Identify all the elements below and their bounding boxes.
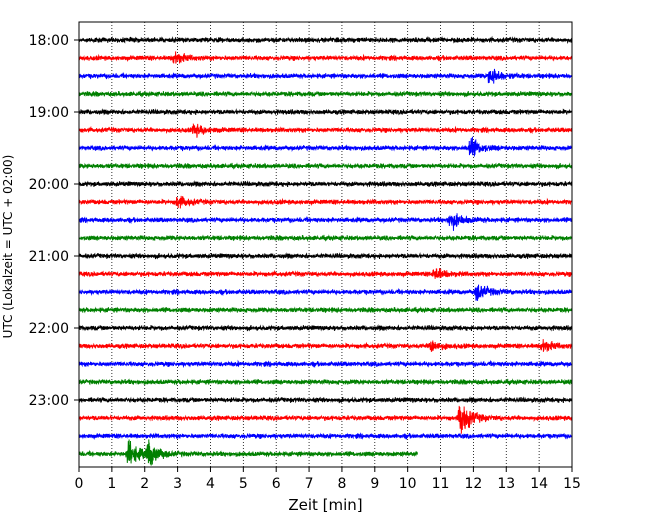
x-tick-label: 12 [464,476,482,492]
trace-line [78,51,572,64]
trace-line [78,284,573,301]
trace-line [78,378,573,386]
trace-line [78,324,573,332]
x-axis-label: Zeit [min] [288,496,362,514]
trace-line [78,234,573,242]
y-tick-label: 22:00 [29,321,69,337]
x-tick-label: 15 [563,476,581,492]
y-tick-label: 23:00 [29,393,69,409]
x-tick-label: 9 [370,476,379,492]
y-axis-label: UTC (Lokalzeit = UTC + 02:00) [1,155,15,339]
x-tick-label: 5 [239,476,248,492]
plot-frame [78,21,573,468]
y-tick-label: 21:00 [29,249,69,265]
x-axis-ticks: 0 1 2 3 4 5 6 7 8 9 10 11 12 13 14 15 [75,467,581,492]
trace-line [78,108,573,116]
trace-line [78,405,573,434]
trace-line [78,432,573,441]
trace-line [78,306,573,314]
trace-line [78,122,573,138]
trace-line [78,136,573,157]
grid-lines [111,22,540,467]
y-tick-label: 18:00 [29,33,69,49]
x-tick-label: 13 [497,476,515,492]
trace-line [78,180,573,188]
x-tick-label: 14 [530,476,548,492]
trace-line [78,359,573,369]
trace-line [78,339,573,352]
x-tick-label: 4 [206,476,215,492]
trace-line [78,439,418,466]
trace-line [78,396,573,404]
trace-line [78,252,573,260]
x-tick-label: 0 [75,476,84,492]
trace-line [78,35,573,44]
x-tick-label: 2 [140,476,149,492]
trace-line [78,213,573,231]
x-tick-label: 3 [173,476,182,492]
y-tick-label: 19:00 [29,105,69,121]
x-tick-label: 8 [337,476,346,492]
y-tick-label: 20:00 [29,177,69,193]
x-tick-label: 11 [432,476,450,492]
seismic-traces [78,35,573,466]
trace-line [78,68,573,84]
trace-line [78,162,573,170]
x-tick-label: 1 [107,476,116,492]
trace-line [78,90,573,98]
y-axis-ticks: 18:00 19:00 20:00 21:00 22:00 23:00 [29,33,79,409]
trace-line [78,268,573,279]
trace-line [78,195,573,209]
x-tick-label: 7 [305,476,314,492]
x-tick-label: 10 [399,476,417,492]
x-tick-label: 6 [272,476,281,492]
